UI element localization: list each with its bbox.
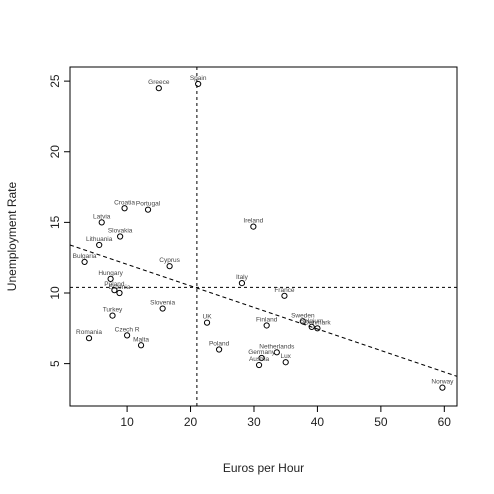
data-point bbox=[85, 335, 93, 342]
data-point bbox=[439, 384, 446, 391]
data-point bbox=[250, 223, 257, 230]
point-label: Austria bbox=[249, 356, 270, 363]
point-label: Lithuania bbox=[86, 236, 113, 243]
data-point bbox=[299, 318, 306, 325]
data-point bbox=[273, 349, 280, 356]
data-point bbox=[109, 312, 116, 319]
x-axis: 10 20 30 40 50 60 bbox=[120, 406, 451, 429]
y-tick-label: 25 bbox=[48, 74, 62, 88]
x-tick-label: 50 bbox=[374, 415, 388, 429]
y-tick-label: 15 bbox=[48, 215, 62, 229]
point-label: Czech R bbox=[115, 326, 140, 333]
x-axis-title: Euros per Hour bbox=[223, 461, 304, 475]
data-point bbox=[308, 323, 315, 330]
y-axis-title: Unemployment Rate bbox=[5, 181, 19, 291]
data-point bbox=[238, 280, 246, 287]
point-label: Bulgaria bbox=[73, 253, 97, 260]
data-point bbox=[314, 325, 321, 332]
point-label: Finland bbox=[256, 316, 278, 323]
point-label: Belgium bbox=[300, 318, 323, 325]
x-tick-label: 10 bbox=[120, 415, 134, 429]
point-label: Turkey bbox=[103, 307, 123, 314]
point-label: France bbox=[274, 287, 295, 294]
point-label: Latvia bbox=[93, 213, 111, 220]
data-point bbox=[282, 359, 289, 366]
x-tick-label: 30 bbox=[247, 415, 261, 429]
data-point bbox=[195, 80, 202, 88]
reference-lines bbox=[69, 67, 458, 406]
data-point bbox=[117, 233, 124, 240]
x-tick-label: 40 bbox=[311, 415, 325, 429]
regression-line bbox=[69, 244, 458, 377]
data-point bbox=[121, 205, 128, 212]
y-tick-label: 20 bbox=[48, 145, 62, 159]
data-point bbox=[203, 319, 211, 326]
data-point bbox=[155, 85, 162, 92]
y-tick-label: 10 bbox=[48, 286, 62, 300]
data-point bbox=[81, 258, 88, 266]
point-label: Cyprus bbox=[159, 257, 180, 264]
data-point bbox=[258, 354, 265, 362]
x-tick-label: 20 bbox=[184, 415, 198, 429]
data-point bbox=[281, 292, 288, 299]
point-label: Norway bbox=[431, 379, 454, 386]
point-label: Germany bbox=[248, 349, 275, 356]
y-axis: 5 10 15 20 25 bbox=[48, 74, 70, 367]
data-point bbox=[166, 263, 173, 270]
data-point bbox=[107, 275, 114, 282]
point-label: Slovenia bbox=[150, 300, 175, 307]
point-label: Denmark bbox=[304, 319, 331, 326]
data-point bbox=[255, 361, 263, 369]
point-label: Croatia bbox=[114, 199, 135, 206]
data-point bbox=[159, 305, 166, 312]
point-label: Poland bbox=[209, 341, 230, 348]
data-point bbox=[111, 287, 118, 294]
point-label: Sweden bbox=[291, 312, 315, 319]
point-label: Portugal bbox=[136, 201, 161, 208]
plot-frame bbox=[69, 66, 458, 407]
point-label: UK bbox=[203, 314, 213, 321]
point-label: Italy bbox=[236, 274, 249, 281]
y-tick-label: 5 bbox=[48, 360, 62, 367]
point-label: Romania bbox=[76, 329, 102, 336]
data-point bbox=[215, 346, 223, 353]
data-point bbox=[137, 342, 145, 349]
point-label: Malta bbox=[133, 336, 149, 343]
point-label: Poland bbox=[104, 281, 125, 288]
point-label: Greece bbox=[148, 79, 170, 86]
data-point bbox=[123, 332, 131, 339]
point-label: Estonia bbox=[109, 284, 131, 291]
data-point bbox=[144, 206, 152, 213]
data-points: Spain Greece Croatia Portugal Latvia Slovakia… bbox=[73, 75, 454, 391]
point-label: Netherlands bbox=[259, 343, 295, 350]
point-label: Ireland bbox=[243, 218, 263, 225]
point-label: Slovakia bbox=[108, 228, 133, 235]
x-tick-label: 60 bbox=[438, 415, 452, 429]
point-label: Lux bbox=[280, 353, 291, 360]
data-point bbox=[98, 219, 105, 226]
data-point bbox=[263, 322, 270, 329]
point-label: Spain bbox=[190, 75, 207, 82]
data-point bbox=[96, 241, 103, 249]
point-label: Hungary bbox=[98, 270, 123, 277]
data-point bbox=[116, 289, 123, 297]
